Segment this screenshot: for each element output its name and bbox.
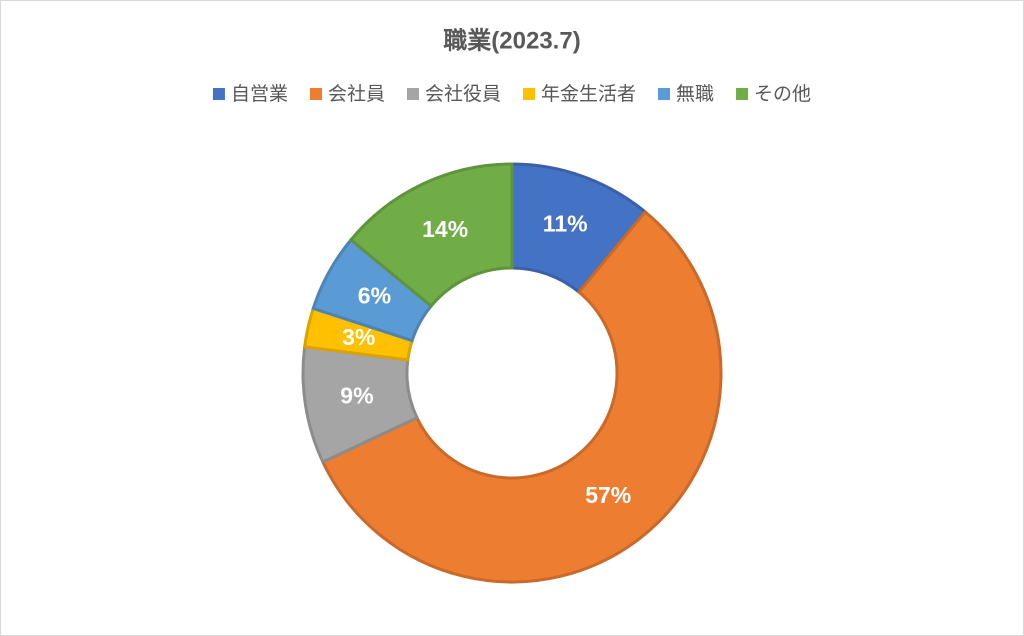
data-label: 14% xyxy=(422,216,468,242)
donut-slice xyxy=(348,162,514,309)
data-label: 57% xyxy=(585,482,631,508)
legend-label: 自営業 xyxy=(231,83,288,105)
donut-slice xyxy=(320,209,723,584)
legend-label: 会社役員 xyxy=(425,83,501,105)
data-label: 9% xyxy=(340,383,373,409)
legend: 自営業 会社員 会社役員 年金生活者 無職 その他 xyxy=(212,83,811,105)
legend-swatch xyxy=(212,88,225,100)
legend-swatch xyxy=(406,88,419,100)
data-label: 6% xyxy=(358,282,391,308)
legend-swatch xyxy=(523,88,535,100)
legend-label: その他 xyxy=(754,83,811,105)
legend-label: 年金生活者 xyxy=(541,83,636,105)
legend-swatch xyxy=(736,88,749,100)
chart-title: 職業(2023.7) xyxy=(443,27,580,54)
data-label: 3% xyxy=(342,324,375,350)
legend-swatch xyxy=(309,88,322,100)
legend-swatch xyxy=(658,88,671,100)
data-label: 11% xyxy=(543,210,588,236)
legend-label: 無職 xyxy=(676,83,714,105)
legend-label: 会社員 xyxy=(328,83,385,105)
